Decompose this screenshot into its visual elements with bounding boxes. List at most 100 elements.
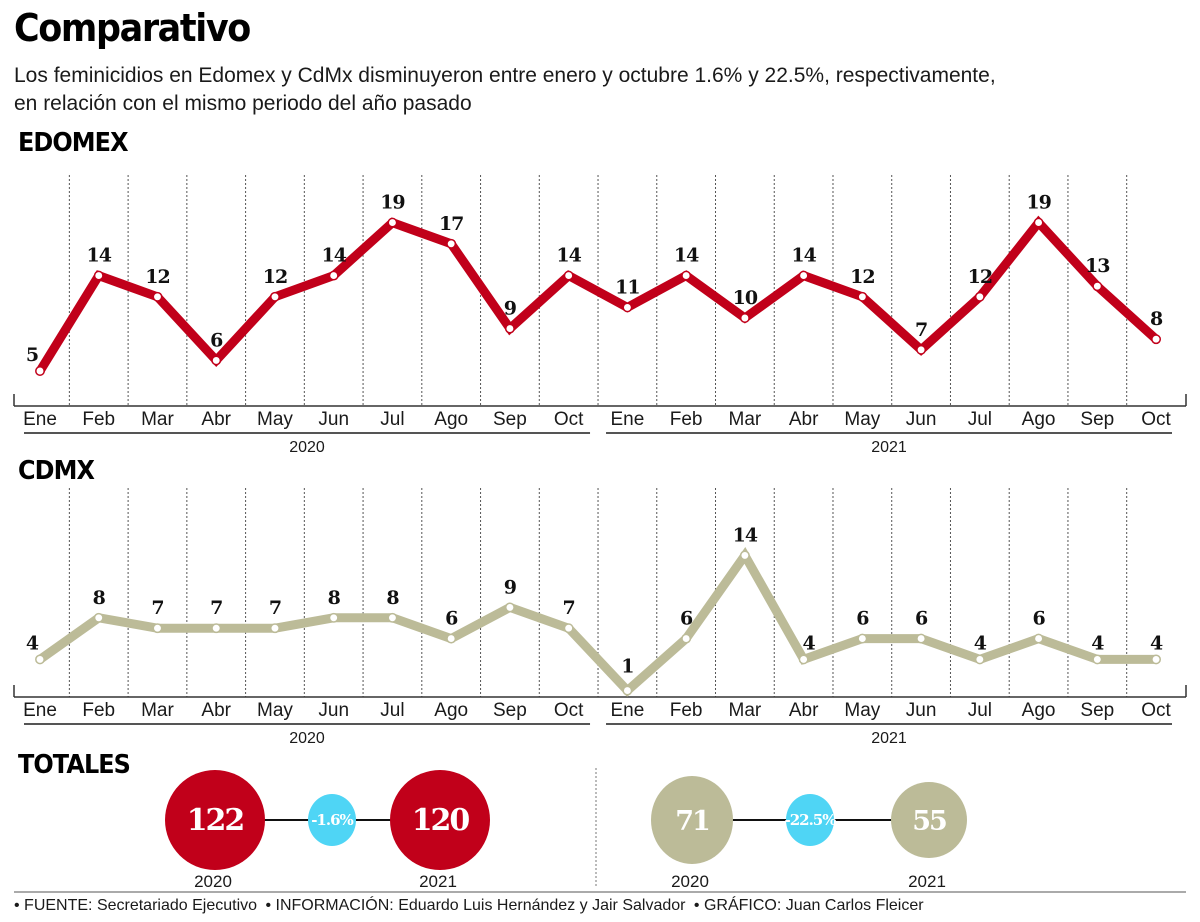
data-label: 17: [439, 213, 463, 235]
year-label: 2021: [871, 439, 907, 456]
month-label: Ene: [23, 409, 57, 430]
data-label: 6: [915, 608, 928, 630]
month-label: Ago: [1022, 409, 1056, 430]
total-value: 122: [187, 803, 244, 838]
data-point: [152, 623, 163, 634]
month-label: Mar: [141, 409, 174, 430]
data-label: 7: [269, 597, 281, 619]
data-label: 13: [1085, 255, 1109, 277]
data-point: [504, 602, 515, 613]
data-label: 14: [791, 245, 816, 267]
data-label: 8: [328, 587, 341, 609]
data-label: 6: [680, 608, 693, 630]
data-point: [504, 323, 515, 334]
month-label: Jun: [906, 700, 937, 721]
month-label: Abr: [201, 409, 231, 430]
series-line: [35, 546, 1161, 697]
data-point: [681, 270, 692, 281]
data-point: [93, 270, 104, 281]
data-label: 4: [803, 632, 816, 654]
month-label: Feb: [82, 409, 115, 430]
data-label: 14: [321, 245, 346, 267]
footer-source: • FUENTE: Secretariado Ejecutivo: [14, 897, 258, 914]
data-label: 7: [563, 597, 575, 619]
data-point: [1092, 281, 1103, 292]
month-label: Jun: [318, 700, 349, 721]
totals-chart: 122 120 -1.6% 2020 2021 71 55 -22.5% 2020 2021: [14, 768, 1186, 893]
data-label: 8: [386, 587, 399, 609]
footer-info: • INFORMACIÓN: Eduardo Luis Hernández y …: [265, 897, 686, 914]
data-point: [739, 550, 750, 561]
month-label: Ene: [610, 700, 644, 721]
month-label: Oct: [1141, 409, 1171, 430]
data-point: [1033, 633, 1044, 644]
month-label: Sep: [493, 409, 527, 430]
data-label: 4: [1150, 632, 1163, 654]
year-label: 2020: [289, 439, 325, 456]
data-label: 12: [850, 266, 874, 288]
month-label: Sep: [493, 700, 527, 721]
data-label: 19: [380, 192, 405, 214]
month-label: Mar: [141, 700, 174, 721]
total-value: 120: [412, 803, 470, 838]
footer-graphic: • GRÁFICO: Juan Carlos Fleicer: [693, 897, 924, 914]
data-label: 14: [674, 245, 699, 267]
data-point: [211, 355, 222, 366]
data-label: 7: [210, 597, 222, 619]
month-label: May: [844, 700, 880, 721]
data-point: [857, 633, 868, 644]
total-circle-2021: [891, 782, 967, 858]
cdmx-chart: 4 8 7 7 7 8 8 6 9 7 1 6 14 4 6 6 4 6 4 4 Ene Feb Mar Abr May Jun J…: [13, 488, 1187, 747]
data-point: [974, 291, 985, 302]
month-label: Mar: [729, 409, 762, 430]
month-label: Abr: [789, 409, 819, 430]
month-label: May: [844, 409, 880, 430]
data-label: 6: [210, 329, 223, 351]
data-point: [270, 623, 280, 634]
total-year-label: 2020: [194, 872, 232, 891]
data-point: [35, 366, 45, 376]
month-label: Oct: [1141, 700, 1171, 721]
cdmx-heading: CDMX: [18, 456, 95, 486]
data-point: [35, 654, 45, 665]
total-year-label: 2021: [419, 872, 457, 891]
month-label: Sep: [1080, 409, 1114, 430]
data-point: [93, 612, 104, 623]
data-label: 12: [145, 266, 169, 288]
series-line: [35, 215, 1161, 376]
month-label: Jul: [968, 409, 992, 430]
data-point: [916, 344, 927, 355]
data-label: 4: [1091, 632, 1104, 654]
total-circle-2020: [165, 770, 265, 870]
data-label: 10: [733, 287, 758, 309]
total-value: 71: [675, 806, 709, 837]
month-label: Oct: [554, 409, 584, 430]
data-label: 9: [504, 576, 517, 598]
data-point: [446, 238, 457, 249]
data-point: [739, 313, 750, 323]
data-label: 19: [1026, 192, 1051, 214]
footer-credits: • FUENTE: Secretariado Ejecutivo • INFOR…: [14, 897, 928, 915]
edomex-chart: 5 14 12 6 12 14 19 17 9 14 11 14 10 14 12 7 12 19 13 8 Ene Fe…: [13, 175, 1187, 456]
data-label: 8: [93, 587, 106, 609]
month-label: Oct: [554, 700, 584, 721]
data-point: [387, 612, 398, 623]
data-label: 7: [915, 319, 927, 341]
total-circle-2020: [651, 776, 733, 864]
data-label: 12: [968, 266, 992, 288]
data-point: [622, 685, 633, 696]
total-year-label: 2020: [671, 872, 709, 891]
data-label: 7: [151, 597, 163, 619]
data-label: 6: [1032, 608, 1045, 630]
data-point: [798, 270, 809, 281]
month-label: Ene: [610, 409, 644, 430]
month-label: Jun: [906, 409, 937, 430]
month-label: Feb: [670, 409, 703, 430]
data-label: 6: [856, 608, 869, 630]
month-label: Abr: [201, 700, 231, 721]
data-label: 4: [26, 632, 39, 654]
data-label: 14: [87, 245, 112, 267]
change-badge: [308, 794, 356, 846]
month-label: May: [257, 700, 293, 721]
